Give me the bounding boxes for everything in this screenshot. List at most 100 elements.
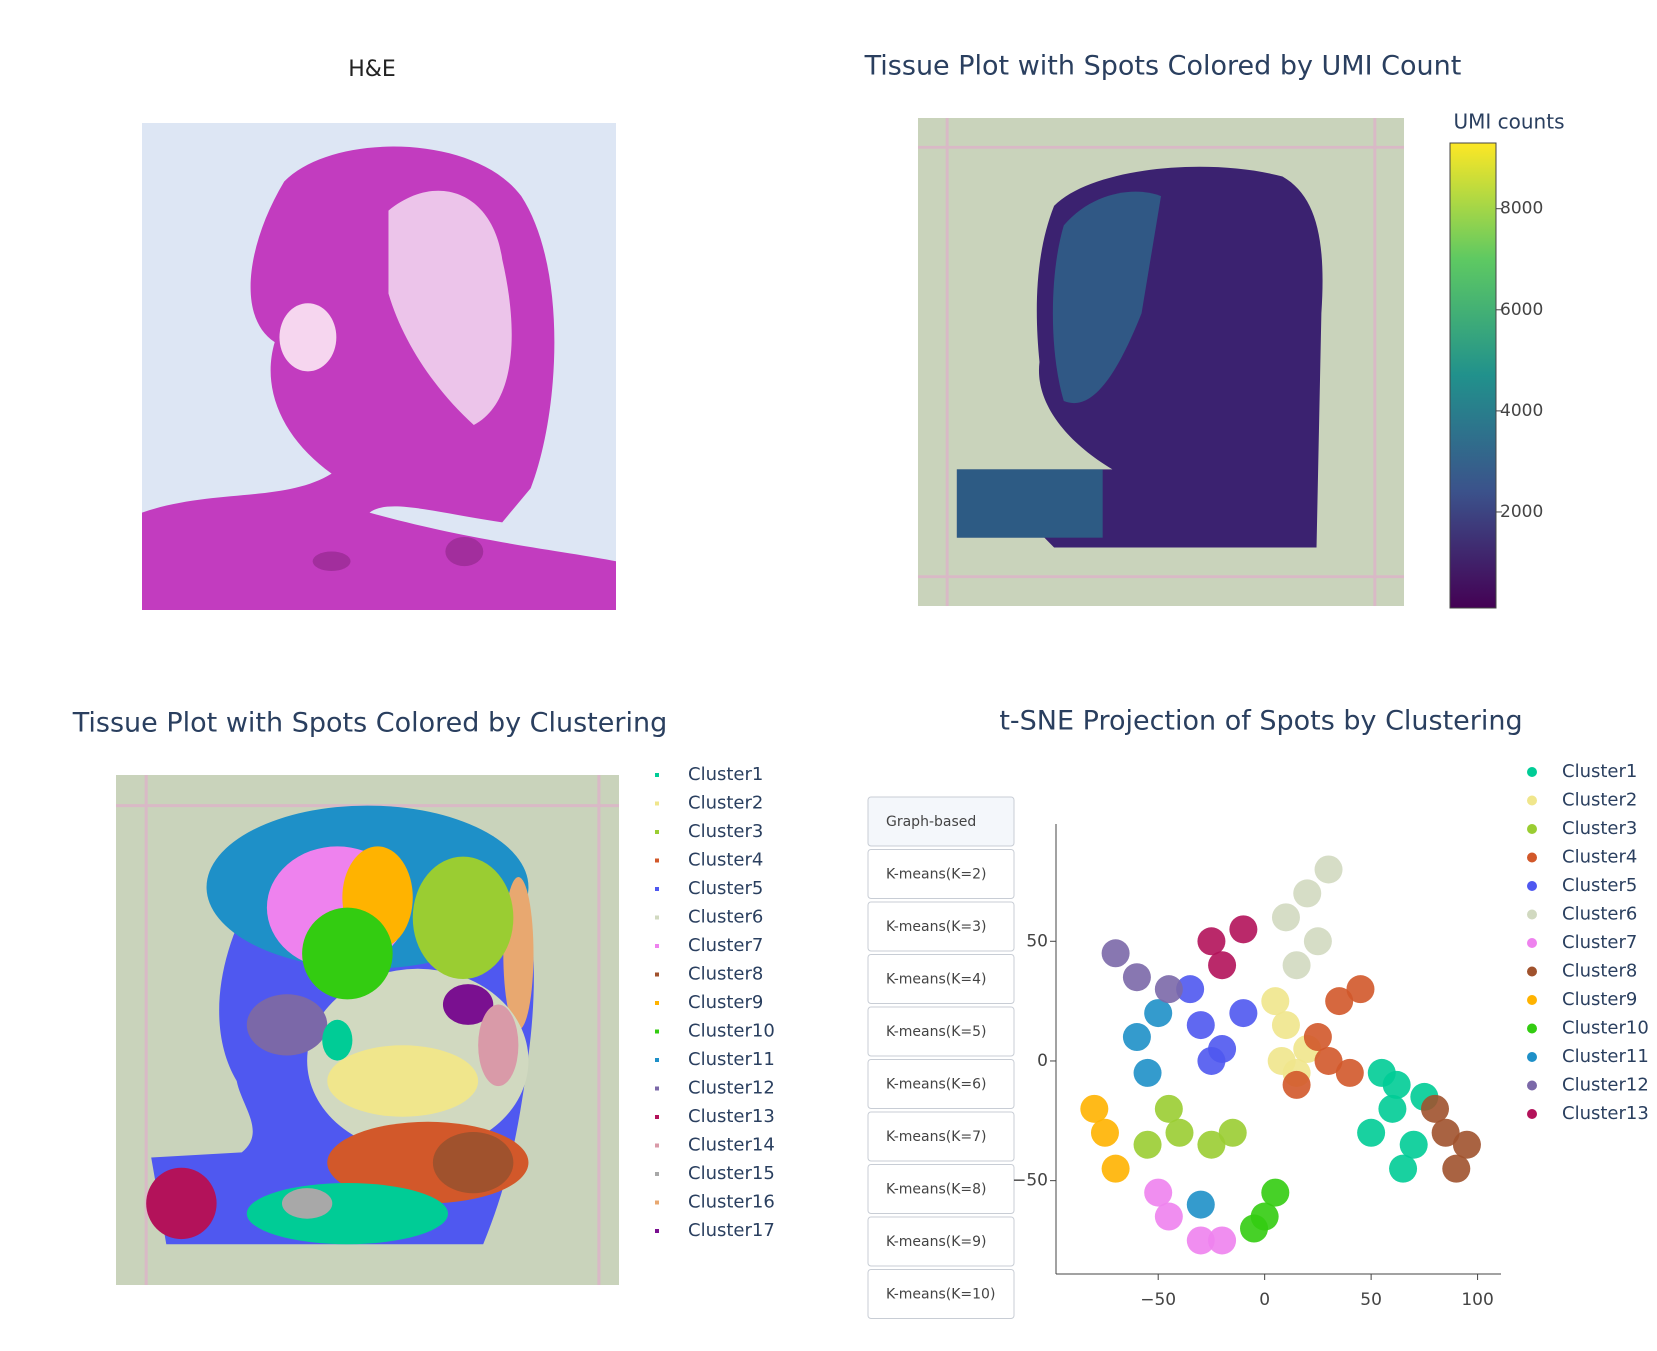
legend-marker [1527, 966, 1537, 977]
scatter-point [1197, 927, 1226, 956]
legend-label[interactable]: Cluster5 [1562, 875, 1637, 896]
legend-marker [655, 1200, 659, 1205]
menu-button-label[interactable]: K-means(K=9) [886, 1234, 987, 1250]
legend-label[interactable]: Cluster17 [688, 1220, 775, 1241]
legend-label[interactable]: Cluster8 [1562, 961, 1637, 982]
legend-marker [655, 887, 659, 891]
legend-label[interactable]: Cluster3 [1562, 818, 1637, 839]
menu-button-label[interactable]: K-means(K=6) [886, 1077, 987, 1093]
menu-button[interactable] [867, 849, 1015, 899]
legend-marker [1527, 938, 1537, 948]
legend-label[interactable]: Cluster1 [688, 764, 763, 785]
scatter-point [1208, 1226, 1237, 1255]
legend-marker [655, 1229, 659, 1233]
legend-label[interactable]: Cluster5 [688, 878, 763, 899]
legend-label[interactable]: Cluster9 [688, 992, 763, 1013]
tissue-cluster [322, 1019, 353, 1061]
scatter-point [1303, 1023, 1332, 1052]
scatter-point [1261, 1178, 1290, 1207]
scatter-point [1218, 1118, 1247, 1147]
menu-button[interactable] [867, 1059, 1015, 1109]
tissue-cluster [146, 1167, 217, 1240]
scatter-point [1080, 1094, 1109, 1123]
scatter-point [1431, 1118, 1460, 1147]
legend-label[interactable]: Cluster10 [688, 1021, 775, 1042]
legend-label[interactable]: Cluster15 [688, 1163, 775, 1184]
y-tick-label: 50 [1026, 931, 1048, 951]
umi-image [918, 118, 1405, 607]
legend-label[interactable]: Cluster1 [1562, 761, 1637, 782]
legend-label[interactable]: Cluster2 [1562, 790, 1637, 811]
menu-button[interactable] [867, 954, 1015, 1004]
legend-marker [1527, 1080, 1537, 1091]
menu-button[interactable] [867, 1216, 1015, 1267]
scatter-point [1154, 1202, 1183, 1231]
scatter-point [1144, 999, 1173, 1028]
legend-label[interactable]: Cluster12 [688, 1078, 775, 1099]
scatter-point [1420, 1094, 1449, 1123]
menu-button-label[interactable]: K-means(K=8) [886, 1182, 987, 1198]
y-tick-label: 0 [1037, 1051, 1048, 1071]
menu-button-label[interactable]: K-means(K=10) [886, 1287, 995, 1303]
legend-label[interactable]: Cluster4 [1562, 847, 1637, 868]
menu-button[interactable] [867, 1269, 1015, 1319]
menu-button[interactable] [867, 1164, 1015, 1214]
menu-button[interactable] [867, 1006, 1015, 1057]
scatter-point [1303, 927, 1332, 956]
scatter-point [1271, 1011, 1300, 1040]
legend-label[interactable]: Cluster6 [688, 907, 763, 928]
legend-label[interactable]: Cluster3 [688, 821, 763, 842]
scatter-point [1186, 1011, 1215, 1040]
x-tick-label: 50 [1360, 1290, 1382, 1310]
legend-label[interactable]: Cluster11 [1562, 1046, 1649, 1067]
legend-label[interactable]: Cluster7 [688, 935, 763, 956]
legend-label[interactable]: Cluster13 [688, 1106, 775, 1127]
menu-button[interactable] [867, 796, 1015, 847]
menu-button[interactable] [867, 1111, 1015, 1162]
legend-marker [1527, 909, 1537, 920]
scatter-point [1101, 1154, 1130, 1183]
legend-label[interactable]: Cluster10 [1562, 1018, 1649, 1039]
scatter-point [1229, 915, 1258, 944]
legend-label[interactable]: Cluster8 [688, 964, 763, 985]
tsne-title: t-SNE Projection of Spots by Clustering [999, 706, 1522, 737]
legend-marker [655, 773, 659, 777]
menu-button-label[interactable]: K-means(K=4) [886, 972, 987, 988]
legend-label[interactable]: Cluster7 [1562, 932, 1637, 953]
legend-marker [1527, 881, 1537, 891]
scatter-point [1325, 987, 1354, 1016]
scatter-point [1144, 1178, 1173, 1207]
legend-label[interactable]: Cluster6 [1562, 904, 1637, 925]
scatter-point [1442, 1154, 1471, 1183]
scatter-point [1154, 975, 1183, 1004]
scatter-point [1314, 1046, 1343, 1075]
legend-label[interactable]: Cluster2 [688, 793, 763, 814]
x-tick-label: 0 [1259, 1290, 1270, 1310]
menu-button-label[interactable]: K-means(K=7) [886, 1129, 987, 1145]
legend-marker [1527, 852, 1537, 863]
tissue-cluster [478, 1004, 519, 1087]
legend-marker [655, 830, 659, 834]
cluster-title: Tissue Plot with Spots Colored by Cluste… [72, 708, 668, 739]
colorbar-tick-label: 6000 [1500, 300, 1543, 320]
scatter-point [1197, 1046, 1226, 1075]
menu-button-label[interactable]: K-means(K=2) [886, 867, 987, 883]
menu-button-label[interactable]: Graph-based [886, 814, 976, 830]
scatter-point [1293, 879, 1322, 908]
legend-label[interactable]: Cluster12 [1562, 1075, 1649, 1096]
menu-button-label[interactable]: K-means(K=3) [886, 919, 987, 935]
scatter-point [1165, 1118, 1194, 1147]
menu-button[interactable] [867, 901, 1015, 952]
legend-label[interactable]: Cluster4 [688, 850, 763, 871]
legend-marker [655, 1001, 659, 1005]
scatter-point [1154, 1094, 1183, 1123]
legend-label[interactable]: Cluster14 [688, 1135, 775, 1156]
scatter-point [1133, 1130, 1162, 1159]
legend-label[interactable]: Cluster13 [1562, 1103, 1649, 1124]
legend-label[interactable]: Cluster16 [688, 1192, 775, 1213]
scatter-point [1357, 1118, 1386, 1147]
menu-button-label[interactable]: K-means(K=5) [886, 1024, 987, 1040]
legend-marker [1527, 767, 1537, 777]
legend-label[interactable]: Cluster11 [688, 1049, 775, 1070]
legend-label[interactable]: Cluster9 [1562, 989, 1637, 1010]
